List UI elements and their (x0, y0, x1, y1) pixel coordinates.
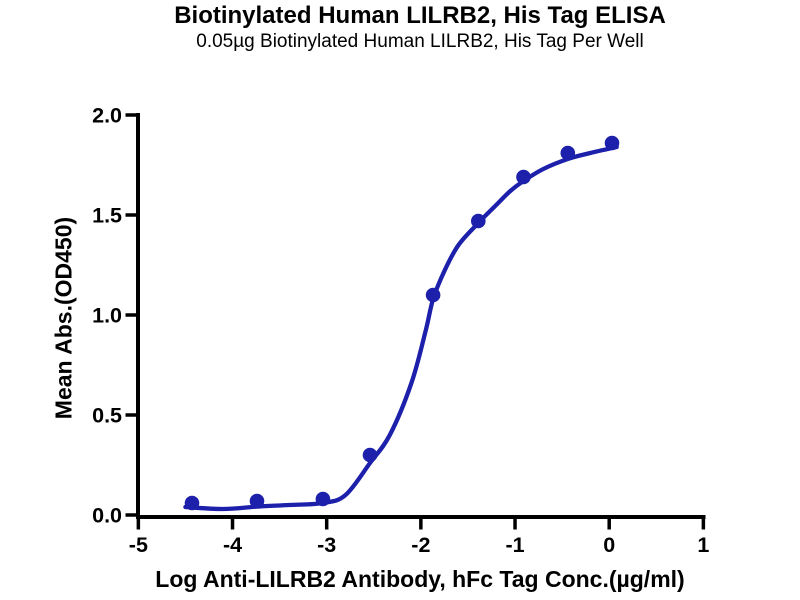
data-point (604, 135, 620, 151)
y-tick-label: 0.5 (92, 404, 122, 428)
x-tick-label: 0 (603, 533, 615, 557)
x-tick-label: -2 (411, 533, 430, 557)
data-point (560, 145, 576, 161)
y-tick-label: 2.0 (92, 104, 122, 128)
x-tick-label: -3 (317, 533, 336, 557)
x-tick-label: -4 (223, 533, 242, 557)
fit-curve (183, 144, 619, 512)
y-tick-label: 1.5 (92, 204, 122, 228)
chart-subtitle: 0.05µg Biotinylated Human LILRB2, His Ta… (196, 31, 644, 52)
data-point (315, 491, 331, 507)
x-tick-label: -1 (505, 533, 524, 557)
data-point (249, 493, 265, 509)
data-point (516, 169, 531, 185)
data-point (471, 213, 486, 229)
data-point (362, 447, 378, 463)
y-tick-label: 1.0 (92, 304, 122, 328)
data-point (184, 495, 200, 511)
chart-title: Biotinylated Human LILRB2, His Tag ELISA (174, 2, 666, 29)
x-axis-label: Log Anti-LILRB2 Antibody, hFc Tag Conc.(… (155, 566, 685, 592)
x-tick-label: 1 (697, 533, 709, 557)
data-point (425, 287, 441, 303)
y-tick-label: 0.0 (92, 504, 122, 528)
x-tick-label: -5 (129, 533, 148, 557)
